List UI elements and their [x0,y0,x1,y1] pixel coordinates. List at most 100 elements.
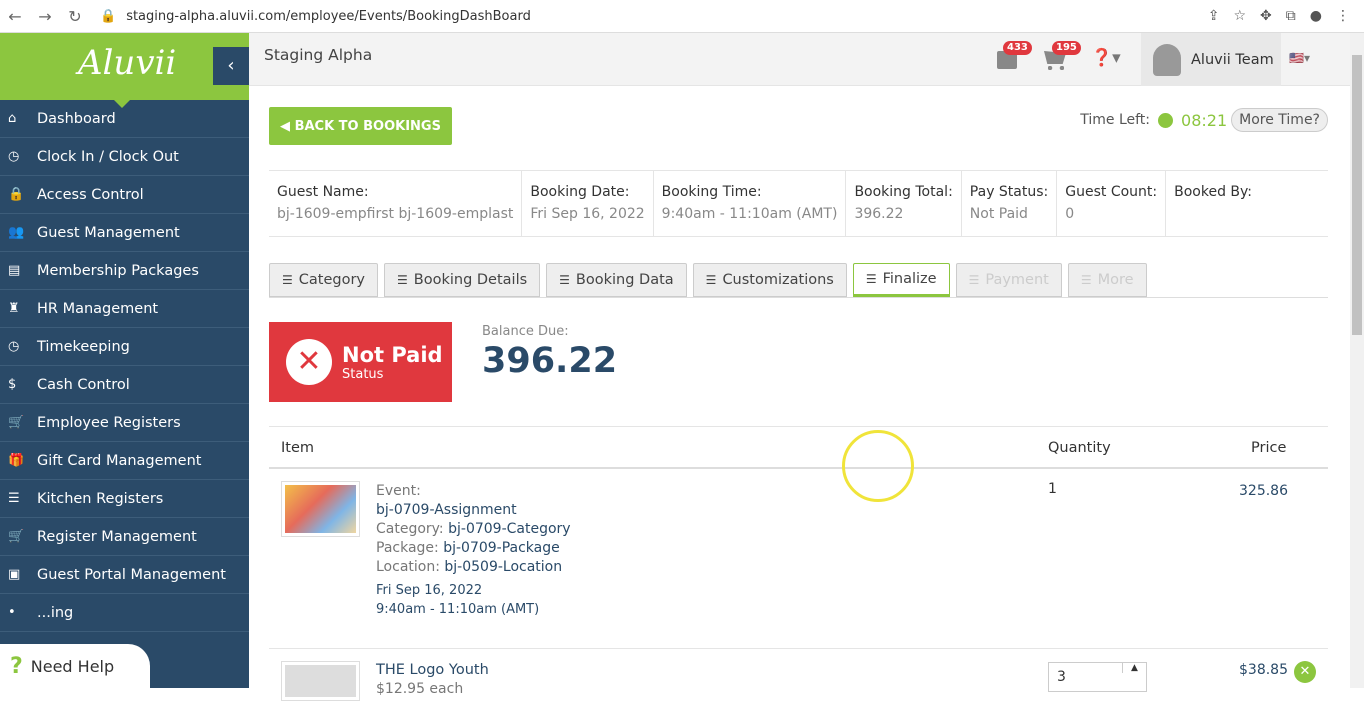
sidebar-item-label: Gift Card Management [37,452,202,469]
sidebar: Aluvii ‹ ⌂ Dashboard ◷ Clock In / Clock Out… [0,33,249,688]
sidebar-item-hr-management[interactable]: ♜ HR Management [0,290,249,328]
star-icon[interactable]: ☆ [1233,8,1247,24]
tab-label: Finalize [882,271,937,287]
info-value: Not Paid [969,206,1028,222]
user-menu[interactable]: Aluvii Team [1141,33,1281,86]
remove-item-icon[interactable]: ✕ [1294,661,1316,683]
browser-toolbar: ← → ↻ 🔒 staging-alpha.aluvii.com/employee… [0,0,1364,33]
sidebar-item-label: HR Management [37,300,159,317]
items-table-header: Item Quantity Price [269,426,1328,469]
more-time-button[interactable]: More Time? [1231,108,1328,132]
sidebar-item-employee-registers[interactable]: 🛒 Employee Registers [0,404,249,442]
list-icon: ☰ [8,491,20,506]
need-help-ribbon[interactable]: ? Need Help [0,644,150,688]
url-text: staging-alpha.aluvii.com/employee/Events… [126,8,531,24]
quantity-input[interactable]: 3 [1057,669,1066,685]
sidebar-item-label: Employee Registers [37,414,181,431]
dollar-icon: $ [8,377,17,392]
address-bar[interactable]: 🔒 staging-alpha.aluvii.com/employee/Event… [100,3,1208,29]
profile-icon[interactable]: ● [1309,8,1322,24]
home-icon: ⌂ [8,111,17,126]
back-to-bookings-button[interactable]: ◀ BACK TO BOOKINGS [269,107,452,145]
info-value: 0 [1065,206,1075,222]
info-field: Booking Total: 396.22 [846,171,962,236]
info-label: Booked By: [1174,184,1253,200]
tab-icon: ☰ [559,273,570,287]
sidebar-item-label: Guest Management [37,224,180,241]
sidebar-item-dashboard[interactable]: ⌂ Dashboard [0,100,249,138]
tab-booking-details[interactable]: ☰ Booking Details [384,263,541,297]
sidebar-item-label: Register Management [37,528,197,545]
sidebar-item-gift-card-management[interactable]: 🎁 Gift Card Management [0,442,249,480]
package-value: bj-0709-Package [443,540,560,556]
flag-dropdown-icon[interactable]: 🇺🇸▾ [1289,51,1310,65]
tab-label: Booking Details [413,272,528,288]
top-bar: Staging Alpha 433 195 ❓▾ Aluvii Team 🇺🇸▾ [249,33,1350,86]
question-icon[interactable]: ? [10,653,23,679]
back-label: BACK TO BOOKINGS [294,118,441,134]
card-icon: ▤ [8,263,21,278]
price-value: $38.85 [1239,662,1288,678]
sidebar-item-guest-management[interactable]: 👥 Guest Management [0,214,249,252]
tab-finalize[interactable]: ☰ Finalize [852,263,950,297]
extension-icon[interactable]: ✥ [1260,8,1272,24]
brand: Aluvii [78,43,177,83]
puzzle-icon[interactable]: ⧉ [1285,8,1296,24]
logo[interactable]: Aluvii ‹ [0,33,249,108]
tab-label: Payment [985,272,1049,288]
tab-customizations[interactable]: ☰ Customizations [692,263,847,297]
balance-value: 396.22 [482,341,618,381]
sidebar-item-cash-control[interactable]: $ Cash Control [0,366,249,404]
collapse-sidebar-button[interactable]: ‹ [213,47,249,85]
sidebar-item-label: Guest Portal Management [37,566,226,583]
package-label: Package: [376,540,439,556]
location-label: Location: [376,559,440,575]
reload-icon[interactable]: ↻ [68,6,82,26]
booking-info: Guest Name: bj-1609-empfirst bj-1609-empl… [269,170,1328,237]
product-name: THE Logo Youth [376,662,489,678]
increment-icon[interactable]: ▲ [1122,663,1146,673]
sidebar-item-clock-in-clock-out[interactable]: ◷ Clock In / Clock Out [0,138,249,176]
tab-more: ☰ More [1067,263,1147,297]
sidebar-item-guest-portal-management[interactable]: ▣ Guest Portal Management [0,556,249,594]
sidebar-item--ing[interactable]: • ...ing [0,594,249,632]
share-icon[interactable]: ⇪ [1207,8,1220,24]
back-icon[interactable]: ← [8,6,22,26]
info-field: Booking Date: Fri Sep 16, 2022 [522,171,654,236]
sidebar-item-membership-packages[interactable]: ▤ Membership Packages [0,252,249,290]
tab-label: Booking Data [575,272,674,288]
scrollbar[interactable] [1350,33,1364,688]
sidebar-item-label: Membership Packages [37,262,199,279]
help-dropdown-icon[interactable]: ❓▾ [1091,48,1121,68]
cart-icon[interactable]: 195 [1044,41,1081,73]
tab-booking-data[interactable]: ☰ Booking Data [546,263,687,297]
sidebar-item-access-control[interactable]: 🔒 Access Control [0,176,249,214]
menu-icon[interactable]: ⋮ [1336,8,1350,24]
quantity-value: 1 [1048,481,1057,497]
users-icon: 👥 [8,225,25,240]
balance-label: Balance Due: [482,324,569,339]
time-left: Time Left: 08:21 More Time? [1080,108,1328,132]
info-value: 396.22 [854,206,904,222]
event-label: Event: [376,483,421,499]
event-image [281,481,360,537]
tab-icon: ☰ [705,273,717,287]
forward-icon[interactable]: → [38,6,52,26]
tab-icon: ☰ [397,273,408,287]
event-name: bj-0709-Assignment [376,502,517,518]
cart-badge: 195 [1052,41,1081,55]
sidebar-item-register-management[interactable]: 🛒 Register Management [0,518,249,556]
time-left-value: 08:21 [1181,110,1228,130]
sidebar-item-kitchen-registers[interactable]: ☰ Kitchen Registers [0,480,249,518]
status-sub: Status [342,366,384,382]
tab-label: More [1097,272,1134,288]
info-label: Pay Status: [969,184,1049,200]
info-field: Pay Status: Not Paid [962,171,1058,236]
sidebar-item-label: Timekeeping [37,338,130,355]
tab-category[interactable]: ☰ Category [269,263,378,297]
portal-icon: ▣ [8,567,21,582]
sidebar-item-timekeeping[interactable]: ◷ Timekeeping [0,328,249,366]
bag-icon[interactable]: 433 [997,41,1032,73]
site-title: Staging Alpha [264,46,373,64]
sidebar-item-label: Clock In / Clock Out [37,148,179,165]
